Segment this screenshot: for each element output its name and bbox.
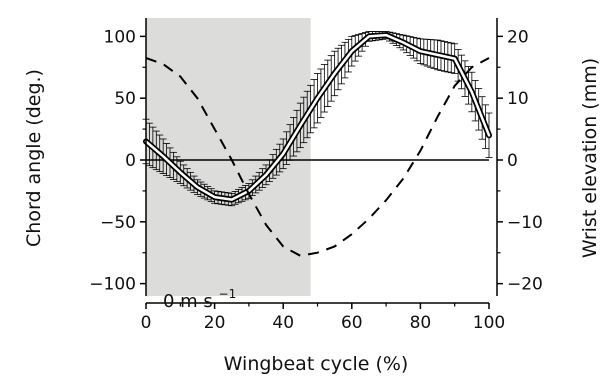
- y-right-tick-label: 20: [507, 27, 529, 47]
- y-left-tick-label: −50: [100, 213, 136, 233]
- x-axis-title: Wingbeat cycle (%): [224, 353, 409, 375]
- right-y-axis-title: Wrist elevation (mm): [579, 58, 601, 258]
- wrist-elevation-line: [145, 57, 490, 257]
- y-left-tick-label: 0: [125, 151, 136, 171]
- shaded-region: [146, 18, 311, 296]
- left-y-axis-title: Chord angle (deg.): [23, 69, 45, 247]
- y-left-tick-label: 100: [104, 27, 136, 47]
- x-tick-label: 80: [410, 313, 432, 333]
- x-tick-label: 20: [204, 313, 226, 333]
- speed-annotation: 0 m s −1: [163, 287, 236, 312]
- y-right-tick-label: 0: [507, 151, 518, 171]
- right-y-axis: −20 −10 0 10 20: [496, 18, 543, 296]
- y-right-tick-label: 10: [507, 89, 529, 109]
- x-tick-label: 100: [473, 313, 505, 333]
- y-right-tick-label: −10: [507, 213, 543, 233]
- y-left-tick-label: 50: [114, 89, 136, 109]
- x-tick-label: 60: [341, 313, 363, 333]
- x-axis: 0 20 40 60 80 100: [141, 302, 505, 333]
- x-tick-label: 40: [272, 313, 294, 333]
- left-y-axis: −100 −50 0 50 100: [89, 18, 147, 296]
- chord-angle-line: [144, 33, 491, 201]
- y-right-tick-label: −20: [507, 275, 543, 295]
- x-tick-label: 0: [141, 313, 152, 333]
- y-left-tick-label: −100: [89, 275, 136, 295]
